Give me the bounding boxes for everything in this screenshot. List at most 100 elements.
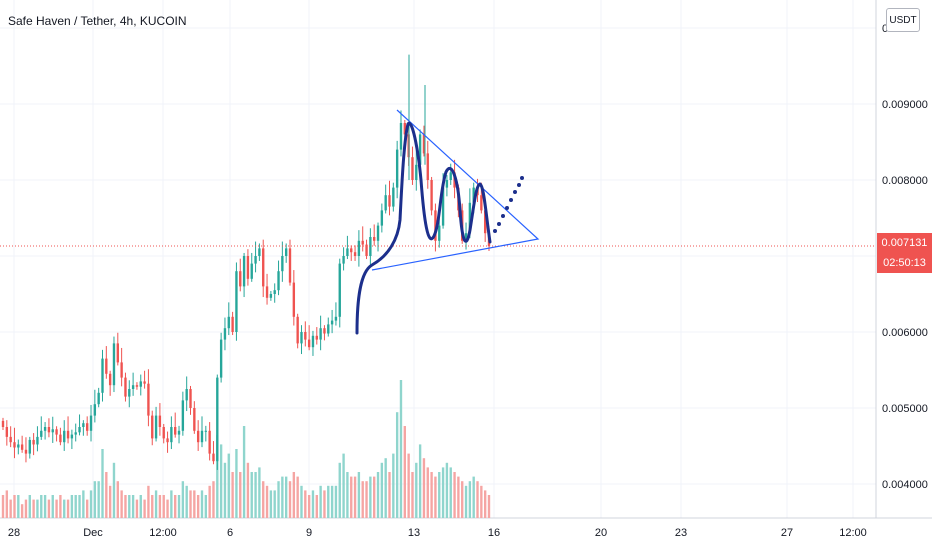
volume-bar — [20, 504, 24, 518]
candle-body — [124, 377, 127, 397]
candle-body — [97, 392, 100, 405]
candle-body — [154, 415, 158, 439]
volume-bar — [131, 495, 135, 518]
volume-bar — [124, 495, 127, 518]
volume-bar — [415, 462, 418, 518]
projection-dot — [513, 190, 517, 194]
volume-bar — [315, 495, 318, 518]
candle-body — [55, 429, 58, 435]
candle-body — [93, 404, 97, 416]
time-tick-label: Dec — [83, 527, 103, 539]
candle-body — [200, 430, 204, 443]
volume-bar — [139, 495, 142, 518]
candle-body — [395, 149, 399, 188]
volume-bar — [89, 490, 93, 518]
volume-bar — [388, 472, 391, 518]
candle-body — [426, 153, 429, 180]
volume-bar — [369, 476, 372, 518]
volume-bar — [311, 490, 315, 518]
candle-body — [116, 343, 119, 363]
currency-unit-button[interactable]: USDT — [886, 8, 920, 32]
candle-body — [193, 408, 196, 431]
volume-bar — [66, 499, 70, 518]
candle-body — [185, 389, 188, 401]
candle-body — [472, 187, 475, 203]
volume-bar — [457, 476, 460, 518]
candle-body — [441, 187, 445, 226]
candle-body — [376, 225, 380, 241]
volume-bar — [227, 453, 230, 518]
volume-bar — [158, 495, 162, 518]
volume-bar — [239, 472, 242, 518]
projection-dot — [509, 198, 513, 202]
volume-bar — [319, 485, 322, 518]
candle-body — [296, 316, 299, 344]
candle-body — [177, 430, 181, 435]
volume-bar — [300, 485, 303, 518]
candle-body — [369, 237, 372, 256]
candle-body — [20, 444, 24, 450]
price-tick-label: 0.006000 — [882, 327, 928, 339]
volume-bar — [277, 481, 280, 518]
volume-bar — [292, 472, 296, 518]
candle-body — [135, 385, 139, 387]
candle-body — [242, 256, 246, 287]
candle-body — [40, 430, 43, 437]
volume-bar — [185, 485, 188, 518]
volume-bar — [101, 449, 104, 518]
candle-body — [120, 362, 123, 378]
candle-body — [254, 256, 257, 264]
candle-body — [468, 202, 472, 234]
candle-body — [262, 248, 265, 287]
candle-body — [5, 427, 9, 437]
candle-body — [464, 233, 468, 241]
volume-bar — [78, 495, 81, 518]
current-price-label: 0.007131 — [877, 233, 932, 253]
candle-body — [265, 286, 269, 298]
volume-bar — [480, 485, 483, 518]
volume-bar — [445, 462, 449, 518]
volume-bar — [365, 481, 368, 518]
volume-bar — [384, 458, 387, 518]
candle-body — [143, 381, 146, 384]
volume-bar — [476, 481, 479, 518]
candle-body — [411, 157, 414, 180]
candle-body — [86, 423, 89, 431]
candle-body — [307, 339, 311, 348]
volume-bar — [304, 490, 307, 518]
candle-body — [82, 423, 85, 427]
candle-body — [338, 263, 341, 317]
projection-dot — [497, 222, 501, 226]
candle-body — [330, 320, 334, 325]
candle-body — [342, 256, 345, 264]
volume-bar — [1, 495, 5, 518]
candle-body — [350, 248, 353, 253]
candle-body — [28, 439, 31, 454]
projection-dot — [520, 176, 524, 180]
volume-bar — [13, 495, 16, 518]
volume-bar — [108, 485, 112, 518]
volume-bar — [361, 481, 364, 518]
candle-body — [422, 134, 426, 154]
candle-body — [292, 282, 296, 317]
volume-bar — [373, 476, 376, 518]
candle-body — [212, 453, 215, 462]
volume-bar — [284, 476, 288, 518]
volume-bar — [151, 495, 154, 518]
projection-dot — [517, 183, 521, 187]
volume-bar — [258, 467, 261, 518]
volume-bar — [112, 462, 116, 518]
candle-body — [108, 373, 112, 386]
volume-bar — [353, 476, 357, 518]
candle-body — [365, 244, 368, 256]
volume-bar — [97, 481, 100, 518]
volume-bar — [154, 490, 158, 518]
candle-body — [70, 434, 74, 439]
candle-body — [384, 195, 387, 211]
volume-bar — [250, 472, 253, 518]
projection-dot — [493, 229, 497, 233]
time-tick-label: 27 — [781, 527, 793, 539]
candle-body — [334, 316, 338, 321]
candle-body — [357, 240, 361, 256]
